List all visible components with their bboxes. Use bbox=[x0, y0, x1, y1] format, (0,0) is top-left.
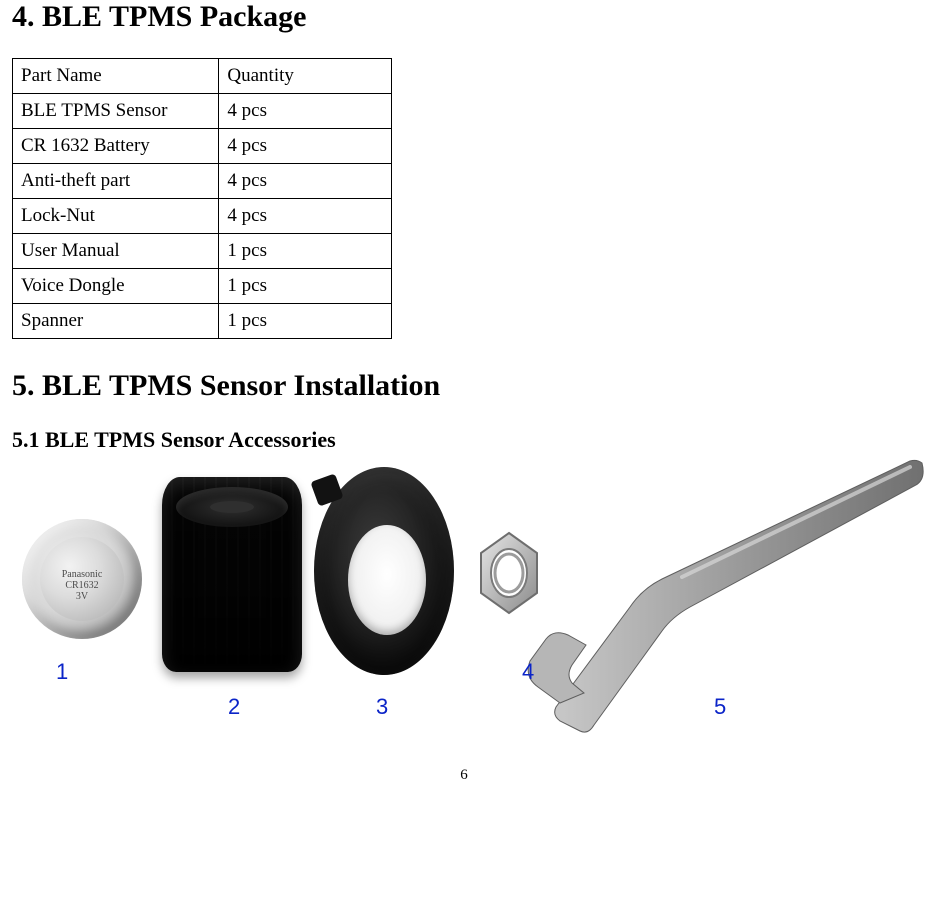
battery-text: Panasonic CR1632 3V bbox=[40, 569, 124, 602]
battery-inner: Panasonic CR1632 3V bbox=[40, 537, 124, 621]
table-cell: Lock-Nut bbox=[13, 199, 219, 234]
collar-hole bbox=[348, 525, 426, 635]
table-cell: BLE TPMS Sensor bbox=[13, 94, 219, 129]
table-cell: Spanner bbox=[13, 304, 219, 339]
table-row: CR 1632 Battery 4 pcs bbox=[13, 129, 392, 164]
table-cell: 4 pcs bbox=[219, 164, 392, 199]
table-cell: 4 pcs bbox=[219, 129, 392, 164]
diagram-label-5: 5 bbox=[714, 694, 726, 720]
sensor-cap-icon bbox=[162, 477, 302, 672]
section-4-title: 4. BLE TPMS Package bbox=[12, 0, 916, 34]
table-header-row: Part Name Quantity bbox=[13, 59, 392, 94]
section-5-1-title: 5.1 BLE TPMS Sensor Accessories bbox=[12, 427, 916, 453]
table-row: Voice Dongle 1 pcs bbox=[13, 269, 392, 304]
table-cell: 1 pcs bbox=[219, 234, 392, 269]
table-row: User Manual 1 pcs bbox=[13, 234, 392, 269]
section-5-title: 5. BLE TPMS Sensor Installation bbox=[12, 369, 916, 403]
diagram-label-3: 3 bbox=[376, 694, 388, 720]
table-cell: 1 pcs bbox=[219, 269, 392, 304]
table-row: Anti-theft part 4 pcs bbox=[13, 164, 392, 199]
table-row: BLE TPMS Sensor 4 pcs bbox=[13, 94, 392, 129]
anti-theft-collar-icon bbox=[314, 467, 454, 692]
battery-icon: Panasonic CR1632 3V bbox=[22, 519, 142, 639]
table-row: Spanner 1 pcs bbox=[13, 304, 392, 339]
diagram-label-4: 4 bbox=[522, 659, 534, 685]
table-cell: CR 1632 Battery bbox=[13, 129, 219, 164]
diagram-label-1: 1 bbox=[56, 659, 68, 685]
table-cell: 4 pcs bbox=[219, 199, 392, 234]
table-row: Lock-Nut 4 pcs bbox=[13, 199, 392, 234]
battery-line: Panasonic bbox=[40, 569, 124, 580]
table-header-cell: Part Name bbox=[13, 59, 219, 94]
page-number: 6 bbox=[12, 767, 916, 784]
battery-line: 3V bbox=[40, 591, 124, 602]
table-cell: 4 pcs bbox=[219, 94, 392, 129]
table-cell: User Manual bbox=[13, 234, 219, 269]
spanner-icon bbox=[512, 455, 928, 735]
accessories-diagram: Panasonic CR1632 3V bbox=[12, 459, 928, 739]
table-cell: Voice Dongle bbox=[13, 269, 219, 304]
package-table: Part Name Quantity BLE TPMS Sensor 4 pcs… bbox=[12, 58, 392, 339]
table-cell: Anti-theft part bbox=[13, 164, 219, 199]
table-cell: 1 pcs bbox=[219, 304, 392, 339]
battery-line: CR1632 bbox=[40, 580, 124, 591]
diagram-label-2: 2 bbox=[228, 694, 240, 720]
table-header-cell: Quantity bbox=[219, 59, 392, 94]
